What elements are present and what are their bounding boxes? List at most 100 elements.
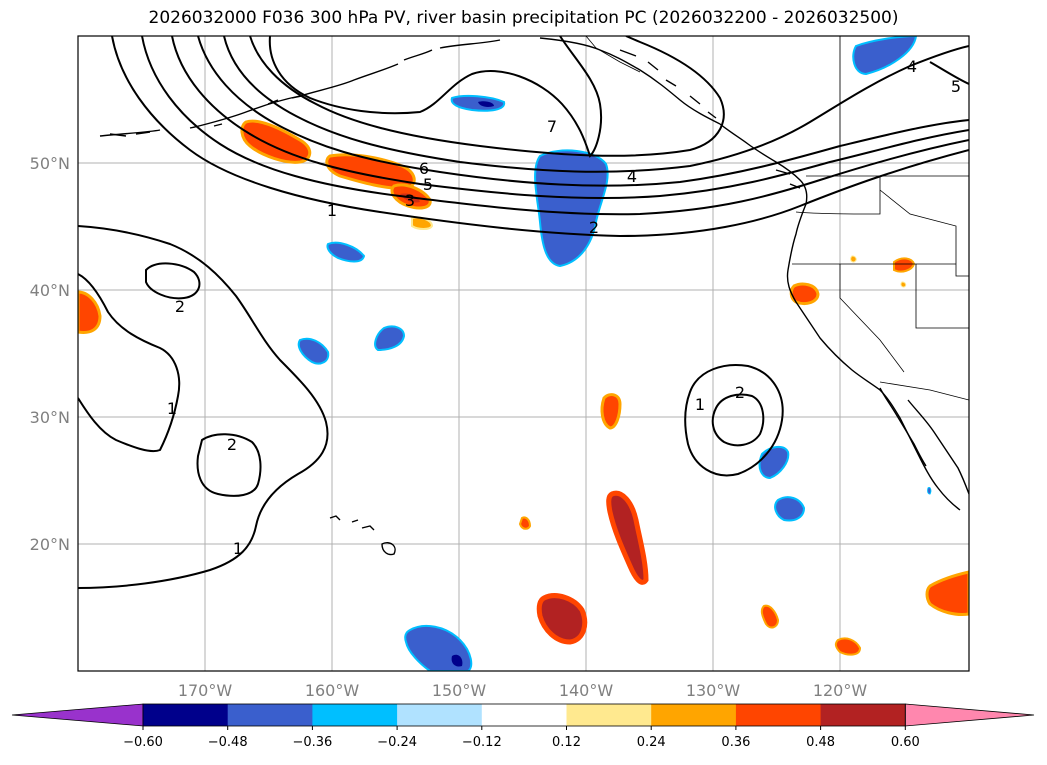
lon-label-130w: 130°W xyxy=(686,681,741,700)
lat-label-50n: 50°N xyxy=(30,154,70,173)
contour-labels: 1 2 3 4 5 6 7 1 2 2 1 2 1 2 4 5 2 xyxy=(167,57,961,558)
pv-contour-6-north xyxy=(249,36,725,157)
colorbar: −0.60 −0.48 −0.36 −0.24 −0.12 0.12 0.24 0.36 0.4… xyxy=(11,703,1035,750)
lat-label-30n: 30°N xyxy=(30,408,70,427)
colorbar-extend-max xyxy=(904,703,1035,727)
pv-contours xyxy=(78,36,969,589)
pv-contour-2-west-lower xyxy=(196,433,262,497)
border-nv-ut xyxy=(915,264,969,329)
core-subtropical-band xyxy=(616,510,630,543)
colorbar-tick-label: 0.60 xyxy=(891,735,920,750)
contour-label: 1 xyxy=(695,395,705,414)
colorbar-tick-label: 0.48 xyxy=(806,735,835,750)
coastline-baja xyxy=(879,387,927,467)
border-id-mt xyxy=(879,189,969,277)
colorbar-segment xyxy=(481,704,567,726)
pv-contour-5-north xyxy=(223,36,969,173)
map-title: 2026032000 F036 300 hPa PV, river basin … xyxy=(148,8,899,28)
precip-blob-utah-dot xyxy=(900,281,907,288)
precip-blob-mexico-coast xyxy=(760,604,780,629)
pv-contour-5-east xyxy=(929,61,969,85)
contour-label: 3 xyxy=(405,191,415,210)
pv-contour-3-north xyxy=(171,36,969,200)
precip-blob-northeast-corner xyxy=(852,36,918,76)
colorbar-tick-label: −0.36 xyxy=(292,735,332,750)
border-ca-nv xyxy=(839,264,905,373)
colorbar-segment xyxy=(397,704,483,726)
core-hawaii-south xyxy=(451,654,463,667)
pv-contour-2-west-ring xyxy=(145,262,201,300)
colorbar-segment xyxy=(735,704,822,726)
gridlines xyxy=(78,36,969,671)
contour-label: 1 xyxy=(233,539,243,558)
pv-contour-1-north xyxy=(111,36,969,238)
colorbar-segment xyxy=(143,704,229,726)
latitude-labels: 50°N 40°N 30°N 20°N xyxy=(30,154,70,554)
precip-blob-midlat-west xyxy=(326,241,366,263)
colorbar-tick-label: 0.36 xyxy=(721,735,750,750)
pv-contour-1-east-ring xyxy=(684,364,784,477)
precip-blob-far-west xyxy=(78,290,102,334)
coastline-aleutians xyxy=(109,95,303,137)
contour-label: 4 xyxy=(627,167,637,186)
precip-blob-gulf-alaska xyxy=(240,119,312,164)
border-alaska-canada xyxy=(585,36,641,73)
colorbar-tick-label: −0.48 xyxy=(208,735,248,750)
coastline-gulf-california xyxy=(907,399,969,495)
precip-blob-central-north xyxy=(534,149,609,268)
contour-label: 1 xyxy=(327,201,337,220)
colorbar-segment xyxy=(312,704,398,726)
precip-blob-gulf-north xyxy=(450,94,506,112)
lat-label-40n: 40°N xyxy=(30,281,70,300)
colorbar-tick-label: −0.12 xyxy=(462,735,502,750)
colorbar-tick-label: −0.24 xyxy=(377,735,417,750)
pv-contour-1-west xyxy=(78,225,329,589)
pv-contour-7-north xyxy=(268,36,602,158)
lat-label-20n: 20°N xyxy=(30,535,70,554)
pv-contour-2-north xyxy=(141,36,969,216)
colorbar-segment xyxy=(651,704,737,726)
coastline-us-west-coast xyxy=(786,203,961,511)
colorbar-tick-label: 0.24 xyxy=(637,735,666,750)
contour-label: 6 xyxy=(419,159,429,178)
pv-contour-4-north xyxy=(197,36,969,187)
contour-label: 1 xyxy=(167,399,177,418)
precip-negative-blobs xyxy=(297,36,932,671)
colorbar-ticks: −0.60 −0.48 −0.36 −0.24 −0.12 0.12 0.24 0.36 0.4… xyxy=(123,726,920,750)
contour-label: 2 xyxy=(227,435,237,454)
lon-label-150w: 150°W xyxy=(432,681,487,700)
colorbar-segments xyxy=(11,703,1035,727)
longitude-labels: 170°W 160°W 150°W 140°W 130°W 120°W xyxy=(178,681,868,700)
pv-contour-2-east-ring xyxy=(711,393,765,447)
colorbar-segment xyxy=(566,704,652,726)
contour-label: 2 xyxy=(735,383,745,402)
contour-label: 2 xyxy=(589,218,599,237)
precip-blob-baja-offshore-b xyxy=(774,496,806,522)
borders xyxy=(585,36,969,401)
map-frame xyxy=(77,35,970,672)
precip-blob-southern-small xyxy=(518,516,532,530)
colorbar-frame xyxy=(142,703,906,727)
lon-label-170w: 170°W xyxy=(178,681,233,700)
colorbar-tick-label: 0.12 xyxy=(552,735,581,750)
coastline-canada-islands xyxy=(619,49,801,189)
colorbar-extend-min xyxy=(11,703,144,727)
precip-blob-southern-center xyxy=(536,593,588,645)
precip-blob-subtrop-west-a xyxy=(297,337,330,365)
border-us-mexico xyxy=(879,381,969,401)
lon-label-160w: 160°W xyxy=(305,681,360,700)
colorbar-segment xyxy=(820,704,906,726)
map-background xyxy=(78,36,969,671)
precip-blob-mexico-inland xyxy=(927,487,932,495)
precip-positive-blobs xyxy=(78,119,969,656)
colorbar-tick-label: −0.60 xyxy=(123,735,163,750)
coastline-hawaii-islands xyxy=(329,515,396,556)
contour-label: 7 xyxy=(547,117,557,136)
border-wa-or xyxy=(795,176,881,215)
precip-blob-subtrop-west-b xyxy=(374,325,406,352)
lon-label-120w: 120°W xyxy=(813,681,868,700)
contour-label: 4 xyxy=(907,57,917,76)
precip-blob-southeast xyxy=(834,637,862,656)
precip-blob-nevada-dot xyxy=(850,255,857,263)
